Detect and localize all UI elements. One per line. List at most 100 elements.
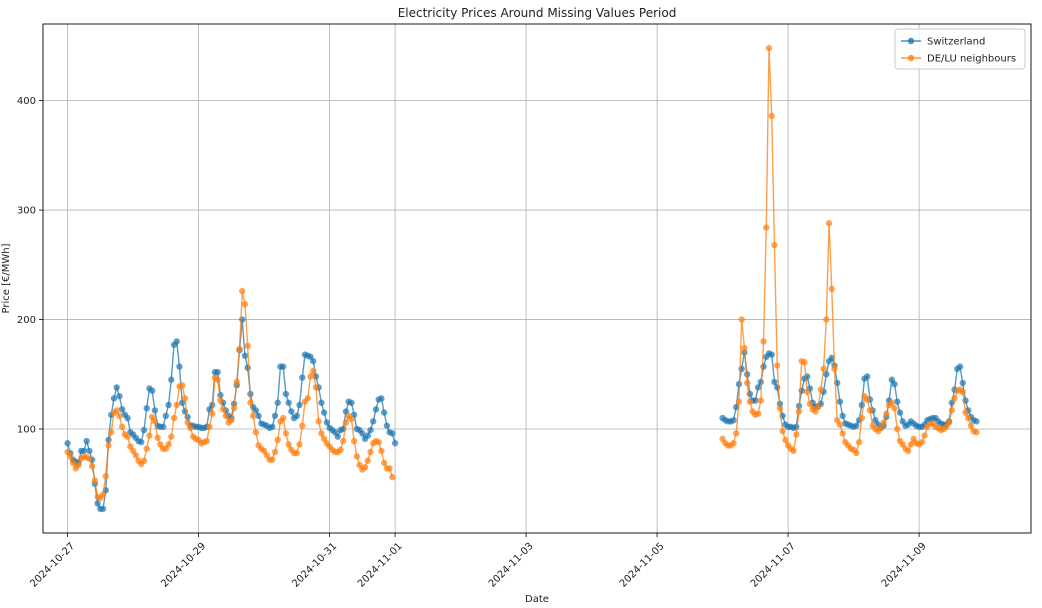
data-point — [102, 472, 109, 480]
data-point — [782, 436, 789, 444]
data-point — [307, 373, 314, 380]
data-point — [140, 457, 148, 464]
data-point — [154, 434, 161, 441]
data-point — [244, 364, 251, 371]
data-point — [116, 392, 123, 400]
data-point — [948, 407, 956, 414]
chart-title: Electricity Prices Around Missing Values… — [398, 6, 677, 20]
data-point — [285, 441, 292, 448]
data-point — [378, 447, 385, 455]
data-point — [967, 422, 975, 429]
data-point — [768, 351, 775, 358]
data-point — [99, 491, 107, 498]
data-point — [214, 376, 221, 383]
data-point — [771, 378, 778, 386]
data-point — [143, 405, 150, 412]
data-point — [965, 414, 972, 422]
data-point — [151, 418, 159, 425]
data-point — [118, 423, 126, 431]
data-point — [113, 384, 120, 391]
data-point — [337, 446, 344, 454]
data-point — [113, 407, 120, 414]
grid — [43, 24, 1031, 533]
legend-label: DE/LU neighbours — [927, 54, 1016, 65]
y-axis-label: Price [€/MWh] — [1, 243, 12, 313]
data-point — [389, 473, 396, 481]
data-point — [752, 397, 759, 404]
data-point — [375, 438, 382, 446]
legend-marker — [907, 54, 915, 62]
data-point — [367, 426, 374, 434]
data-point — [855, 438, 863, 446]
data-point — [170, 414, 178, 422]
data-point — [790, 447, 797, 455]
data-point — [219, 406, 227, 413]
data-point — [853, 449, 860, 457]
data-point — [279, 414, 287, 422]
data-point — [91, 477, 99, 484]
data-point — [118, 406, 126, 413]
data-point — [962, 409, 969, 416]
y-tick-label: 400 — [17, 96, 36, 107]
data-point — [959, 379, 966, 387]
data-point — [806, 400, 814, 408]
data-point — [757, 397, 765, 404]
data-point — [768, 112, 775, 120]
data-point — [959, 388, 966, 395]
data-point — [951, 395, 958, 402]
data-point — [763, 224, 770, 231]
data-point — [285, 399, 292, 406]
data-point — [239, 316, 246, 323]
data-point — [743, 379, 751, 387]
data-point — [209, 410, 216, 417]
data-point — [350, 437, 358, 445]
data-point — [168, 376, 175, 383]
data-point — [124, 433, 131, 440]
data-point — [348, 399, 355, 406]
data-point — [178, 382, 186, 389]
data-point — [94, 500, 101, 507]
data-point — [367, 448, 374, 456]
data-point — [312, 384, 320, 391]
data-point — [217, 397, 224, 404]
data-point — [894, 398, 901, 405]
data-point — [334, 433, 341, 440]
data-point — [973, 429, 980, 436]
data-point — [828, 354, 835, 362]
data-point — [839, 412, 846, 420]
y-tick-label: 100 — [17, 425, 36, 436]
data-point — [282, 430, 290, 437]
data-point — [241, 352, 249, 359]
data-point — [891, 380, 898, 388]
data-point — [233, 378, 240, 386]
data-point — [206, 423, 213, 431]
data-point — [282, 390, 290, 398]
data-point — [894, 425, 901, 433]
legend: Switzerland DE/LU neighbours — [894, 28, 1026, 70]
data-point — [187, 424, 194, 432]
data-point — [757, 378, 765, 386]
data-point — [293, 412, 301, 420]
data-point — [203, 437, 210, 445]
data-point — [746, 390, 754, 398]
data-point — [230, 405, 238, 412]
data-point — [823, 371, 830, 378]
data-point — [817, 386, 825, 393]
data-point — [836, 421, 844, 428]
data-point — [733, 430, 740, 437]
data-point — [181, 395, 189, 402]
data-point — [143, 445, 150, 452]
data-point — [269, 423, 276, 431]
data-point — [214, 368, 221, 376]
data-point — [151, 407, 159, 414]
data-point — [801, 359, 808, 366]
data-point — [364, 432, 371, 439]
data-point — [140, 426, 148, 434]
data-point — [793, 431, 800, 438]
data-point — [108, 429, 115, 436]
data-point — [773, 362, 781, 369]
data-point — [795, 408, 803, 415]
data-point — [75, 461, 82, 469]
data-point — [173, 401, 180, 409]
data-point — [853, 422, 860, 429]
